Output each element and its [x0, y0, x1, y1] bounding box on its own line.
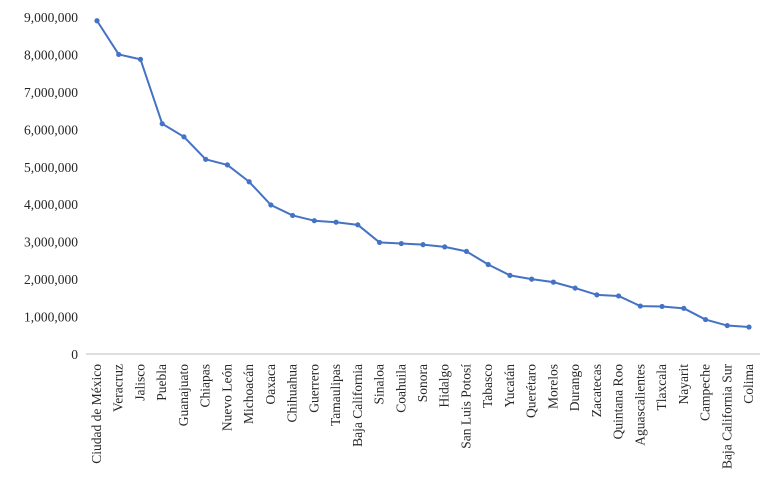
x-tick-label: Tamaulipas: [328, 364, 343, 426]
x-tick-label: Baja California: [350, 364, 365, 447]
data-point: [224, 162, 230, 168]
x-tick-label: Colima: [741, 364, 756, 404]
y-tick-label: 2,000,000: [24, 272, 78, 287]
y-tick-label: 1,000,000: [24, 310, 78, 325]
data-point: [746, 324, 752, 330]
data-point: [376, 239, 383, 246]
data-point: [116, 51, 122, 58]
data-point: [463, 248, 470, 255]
x-tick-label: Coahuila: [393, 364, 408, 413]
data-point: [420, 242, 426, 248]
x-tick-label: Zacatecas: [589, 364, 604, 417]
data-point: [398, 240, 404, 247]
x-tick-label: Nuevo León: [219, 364, 234, 431]
x-tick-label: Baja California Sur: [719, 364, 734, 469]
data-point: [485, 261, 491, 268]
data-point: [268, 202, 274, 208]
x-tick-label: Nayarit: [676, 364, 691, 405]
x-tick-label: Ciudad de México: [89, 364, 104, 464]
y-tick-label: 6,000,000: [24, 122, 78, 137]
data-point: [159, 121, 165, 127]
data-point: [594, 292, 600, 298]
x-tick-label: Sonora: [415, 364, 430, 402]
data-point: [181, 134, 187, 140]
x-axis: Ciudad de México Veracruz Jalisco Puebla Gua…: [89, 364, 756, 469]
data-points: [94, 18, 752, 330]
x-tick-label: Chiapas: [198, 364, 213, 408]
data-point: [355, 222, 361, 228]
x-tick-label: Veracruz: [111, 364, 126, 412]
x-tick-label: Durango: [567, 364, 582, 411]
y-tick-label: 0: [71, 347, 78, 362]
x-tick-label: Yucatán: [502, 364, 517, 408]
data-point: [572, 285, 578, 291]
data-point: [529, 276, 535, 282]
x-tick-label: Hidalgo: [437, 364, 452, 408]
data-point: [616, 293, 622, 299]
x-tick-label: Oaxaca: [263, 364, 278, 404]
y-tick-label: 3,000,000: [24, 235, 78, 250]
data-point: [246, 179, 252, 185]
data-point: [333, 219, 339, 225]
x-tick-label: Guerrero: [306, 364, 321, 413]
x-tick-label: San Luis Potosí: [458, 364, 473, 449]
y-tick-label: 9,000,000: [24, 10, 78, 25]
data-point: [442, 244, 448, 250]
y-tick-label: 8,000,000: [24, 47, 78, 62]
data-point: [637, 303, 643, 309]
data-point: [203, 156, 209, 162]
data-point: [659, 303, 665, 310]
x-tick-label: Puebla: [154, 364, 169, 401]
x-tick-label: Morelos: [545, 364, 560, 409]
x-tick-label: Michoacán: [241, 364, 256, 424]
y-tick-label: 7,000,000: [24, 85, 78, 100]
x-tick-label: Querétaro: [524, 364, 539, 418]
x-tick-label: Quintana Roo: [611, 364, 626, 440]
x-tick-label: Tlaxcala: [654, 364, 669, 410]
x-tick-label: Jalisco: [132, 364, 147, 401]
y-tick-label: 5,000,000: [24, 160, 78, 175]
y-tick-label: 4,000,000: [24, 197, 78, 212]
data-point: [681, 305, 687, 311]
data-point: [550, 279, 557, 285]
x-tick-label: Aguascalientes: [632, 364, 647, 446]
y-axis: 0 1,000,000 2,000,000 3,000,000 4,000,000 5,0…: [24, 10, 78, 362]
data-point: [290, 212, 296, 219]
x-tick-label: Chihuahua: [285, 364, 300, 423]
series-line: [96, 20, 750, 329]
x-tick-label: Sinaloa: [372, 364, 387, 405]
x-tick-label: Guanajuato: [176, 364, 191, 426]
data-point: [311, 218, 317, 224]
x-tick-label: Tabasco: [480, 364, 495, 408]
x-tick-label: Campeche: [698, 364, 713, 421]
data-point: [702, 316, 709, 323]
data-point: [94, 18, 100, 24]
data-point: [137, 56, 144, 62]
data-point: [507, 272, 513, 278]
data-point: [724, 322, 730, 329]
